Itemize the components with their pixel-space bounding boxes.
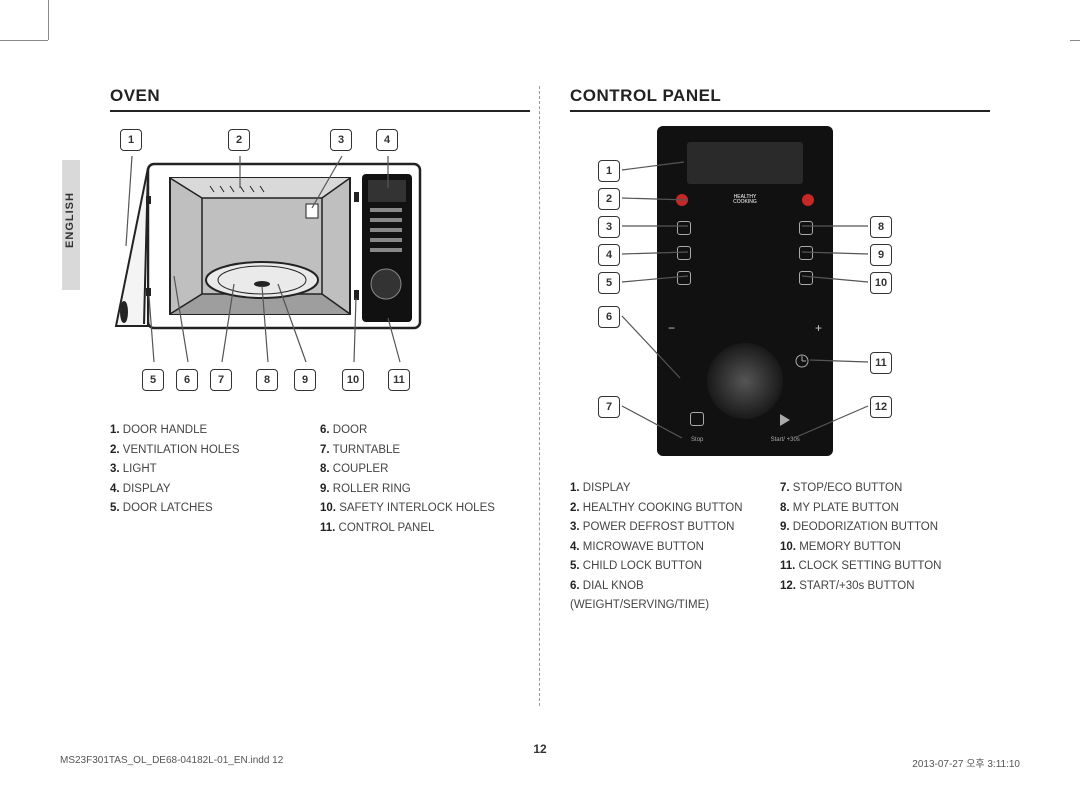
legend-item: 4. MICROWAVE BUTTON (570, 538, 780, 558)
oven-legend: 1. DOOR HANDLE2. VENTILATION HOLES3. LIG… (110, 421, 530, 538)
legend-item: 9. DEODORIZATION BUTTON (780, 518, 990, 538)
legend-item: 9. ROLLER RING (320, 480, 530, 500)
cp-callout-3: 3 (598, 216, 620, 238)
legend-item: 5. DOOR LATCHES (110, 499, 320, 519)
oven-callout-11: 11 (388, 369, 410, 391)
legend-item: 8. MY PLATE BUTTON (780, 499, 990, 519)
oven-heading: OVEN (110, 86, 530, 112)
cp-callout-8: 8 (870, 216, 892, 238)
cp-callout-7: 7 (598, 396, 620, 418)
legend-item: 2. VENTILATION HOLES (110, 441, 320, 461)
oven-diagram (110, 126, 460, 386)
legend-item: 10. SAFETY INTERLOCK HOLES (320, 499, 530, 519)
legend-item: 11. CLOCK SETTING BUTTON (780, 557, 990, 577)
oven-callout-1: 1 (120, 129, 142, 151)
legend-item: 3. POWER DEFROST BUTTON (570, 518, 780, 538)
oven-callout-3: 3 (330, 129, 352, 151)
control-panel-section: CONTROL PANEL HEALTHY COOKING − + Stop St… (570, 86, 990, 616)
plus30-label: / +30s (783, 437, 800, 443)
start-label: Start (771, 437, 784, 443)
plus-label: + (815, 321, 822, 335)
cp-callout-12: 12 (870, 396, 892, 418)
legend-item: 1. DISPLAY (570, 479, 780, 499)
minus-label: − (668, 321, 675, 335)
legend-item: 3. LIGHT (110, 460, 320, 480)
legend-item: 8. COUPLER (320, 460, 530, 480)
cp-callout-11: 11 (870, 352, 892, 374)
oven-callout-6: 6 (176, 369, 198, 391)
footer-file: MS23F301TAS_OL_DE68-04182L-01_EN.indd 12 (60, 755, 283, 770)
oven-callout-5: 5 (142, 369, 164, 391)
oven-callout-10: 10 (342, 369, 364, 391)
cp-callout-4: 4 (598, 244, 620, 266)
cp-callout-9: 9 (870, 244, 892, 266)
oven-section: OVEN (110, 86, 530, 538)
cp-callout-1: 1 (598, 160, 620, 182)
legend-item: 7. TURNTABLE (320, 441, 530, 461)
legend-item: 11. CONTROL PANEL (320, 519, 530, 539)
control-panel-heading: CONTROL PANEL (570, 86, 990, 112)
healthy-cooking-label: HEALTHY COOKING (725, 195, 765, 205)
control-panel-legend: 1. DISPLAY2. HEALTHY COOKING BUTTON3. PO… (570, 479, 990, 616)
legend-item: 5. CHILD LOCK BUTTON (570, 557, 780, 577)
oven-callout-4: 4 (376, 129, 398, 151)
legend-item: 12. START/+30s BUTTON (780, 577, 990, 597)
oven-callout-9: 9 (294, 369, 316, 391)
legend-item: 7. STOP/ECO BUTTON (780, 479, 990, 499)
cp-callout-2: 2 (598, 188, 620, 210)
cp-callout-5: 5 (598, 272, 620, 294)
oven-callout-8: 8 (256, 369, 278, 391)
cp-callout-10: 10 (870, 272, 892, 294)
footer-date: 2013-07-27 오후 3:11:10 (912, 755, 1020, 770)
oven-callout-7: 7 (210, 369, 232, 391)
legend-item: 2. HEALTHY COOKING BUTTON (570, 499, 780, 519)
page-number: 12 (0, 742, 1080, 756)
legend-item: 4. DISPLAY (110, 480, 320, 500)
cp-callout-6: 6 (598, 306, 620, 328)
legend-item: 10. MEMORY BUTTON (780, 538, 990, 558)
legend-item: 6. DOOR (320, 421, 530, 441)
language-tab-label: ENGLISH (64, 184, 76, 256)
footer-line: MS23F301TAS_OL_DE68-04182L-01_EN.indd 12… (60, 755, 1020, 770)
control-panel-diagram: HEALTHY COOKING −+ Stop Start/ +30s 1234… (570, 126, 920, 461)
legend-item: 1. DOOR HANDLE (110, 421, 320, 441)
language-tab: ENGLISH (62, 160, 80, 290)
oven-callout-2: 2 (228, 129, 250, 151)
stop-label: Stop (691, 437, 703, 443)
legend-item: 6. DIAL KNOB (WEIGHT/SERVING/TIME) (570, 577, 780, 616)
